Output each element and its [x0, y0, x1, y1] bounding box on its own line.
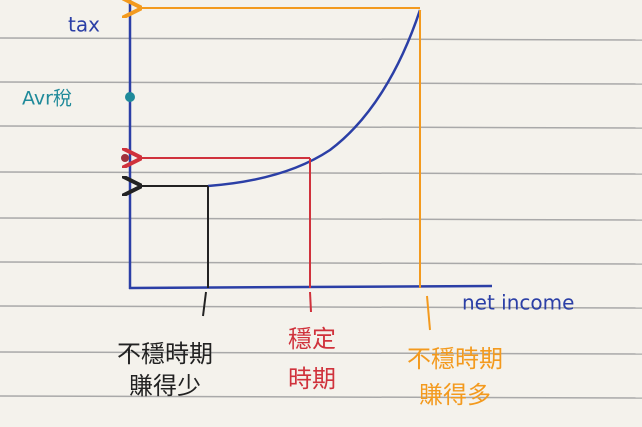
average-label: Avr稅: [22, 88, 72, 110]
stable-dot: [121, 154, 129, 162]
paper-lines: [0, 37, 642, 399]
high-income-tick: [426, 295, 431, 331]
y-axis-label: tax: [68, 13, 100, 37]
high-income-label: 不穩時期: [407, 345, 503, 373]
average-dot: [125, 92, 135, 102]
stable-label: 時期: [288, 365, 336, 393]
x-axis-label: net income: [462, 291, 574, 315]
low-income-tick: [202, 291, 207, 317]
tax-curve: [207, 9, 422, 188]
stable-label: 穩定: [288, 325, 336, 353]
low-income-label: 不穩時期: [117, 340, 213, 368]
low-income-label: 賺得少: [129, 372, 201, 400]
high-income-label: 賺得多: [419, 381, 491, 409]
stable-tick: [309, 291, 312, 313]
